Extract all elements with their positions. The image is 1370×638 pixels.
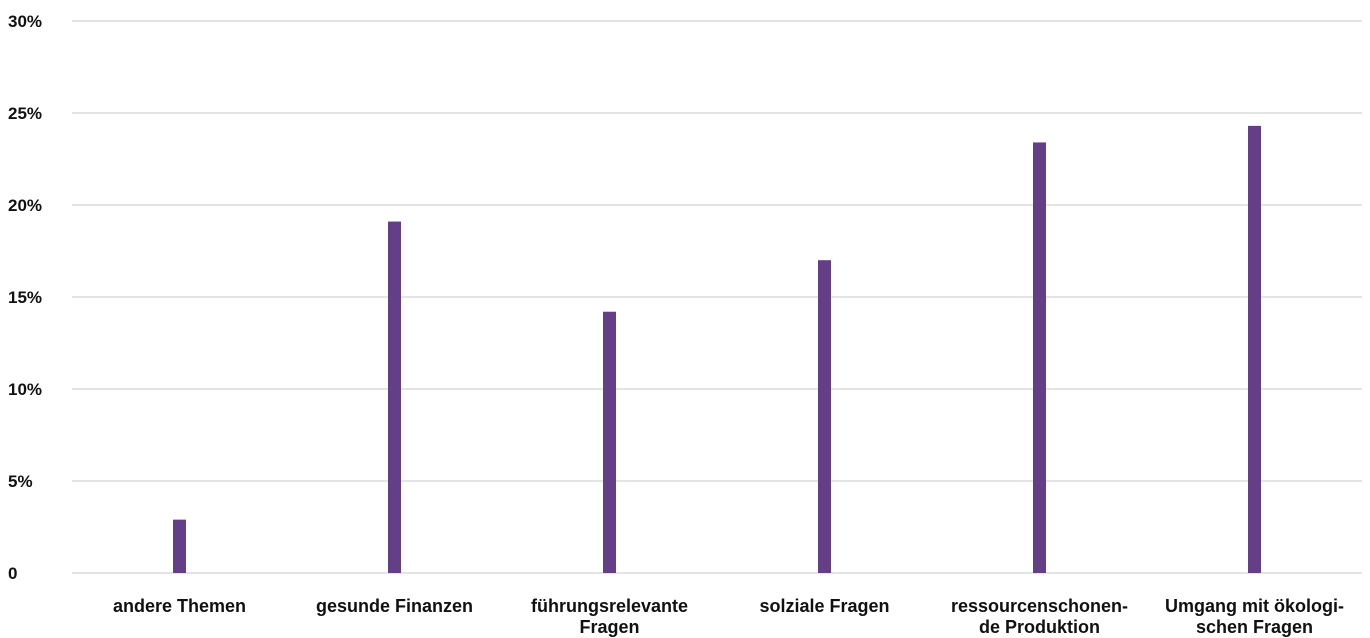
x-category-label-line: andere Themen xyxy=(113,596,246,616)
x-category-label: ressourcenschonen-de Produktion xyxy=(951,596,1128,637)
x-category-label: andere Themen xyxy=(113,596,246,616)
x-axis-labels: andere Themen gesunde Finanzen führungsrel… xyxy=(113,596,1344,637)
x-category-label: führungsrelevante Fragen xyxy=(531,596,688,637)
x-category-label-line: solziale Fragen xyxy=(759,596,889,616)
y-tick-label: 10% xyxy=(8,380,42,399)
x-category-label: Umgang mit ökologi-schen Fragen xyxy=(1165,596,1344,637)
y-tick-label: 25% xyxy=(8,104,42,123)
y-tick-label: 5% xyxy=(8,472,33,491)
x-category-label-line: gesunde Finanzen xyxy=(316,596,473,616)
x-category-label-line: schen Fragen xyxy=(1196,617,1313,637)
bar xyxy=(1248,126,1261,573)
x-category-label-line: de Produktion xyxy=(979,617,1100,637)
bar xyxy=(388,222,401,573)
bars xyxy=(173,126,1261,573)
x-category-label: solziale Fragen xyxy=(759,596,889,616)
x-category-label-line: führungsrelevante xyxy=(531,596,688,616)
x-category-label: gesunde Finanzen xyxy=(316,596,473,616)
bar xyxy=(603,312,616,573)
x-category-label-line: Fragen xyxy=(579,617,639,637)
y-tick-label: 20% xyxy=(8,196,42,215)
gridlines xyxy=(72,21,1362,573)
y-tick-label: 30% xyxy=(8,12,42,31)
bar xyxy=(818,260,831,573)
x-category-label-line: Umgang mit ökologi- xyxy=(1165,596,1344,616)
y-axis-ticks: 0 5% 10% 15% 20% 25% 30% xyxy=(8,12,42,583)
bar xyxy=(173,520,186,573)
x-category-label-line: ressourcenschonen- xyxy=(951,596,1128,616)
y-tick-label: 15% xyxy=(8,288,42,307)
y-tick-label: 0 xyxy=(8,564,17,583)
bar xyxy=(1033,142,1046,573)
